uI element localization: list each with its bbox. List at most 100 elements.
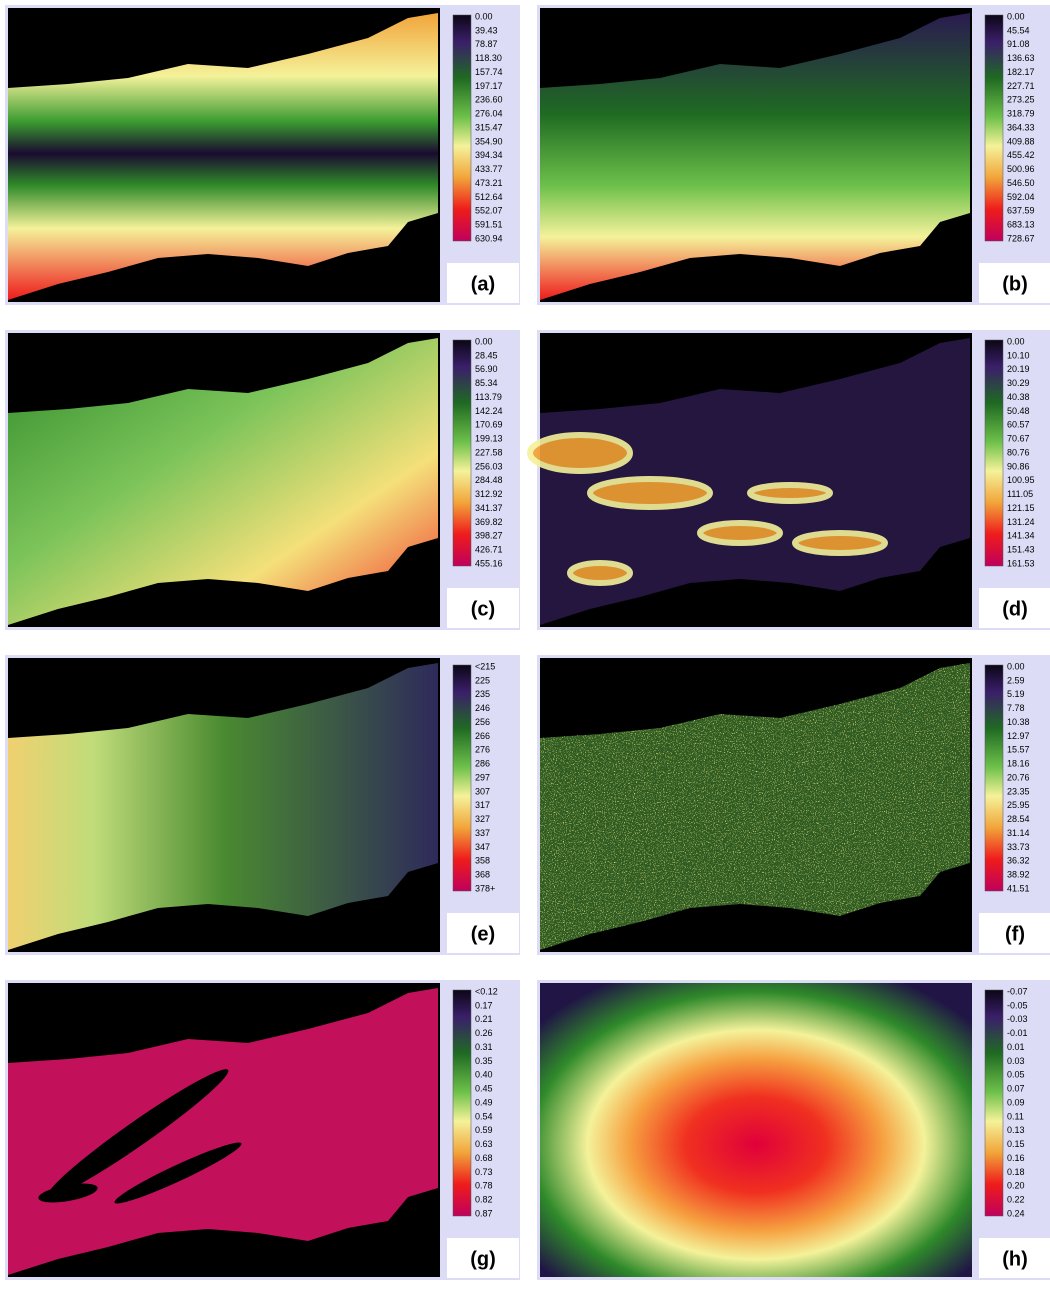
legend-label: 0.01 [1007, 1042, 1025, 1052]
legend-label: 286 [475, 759, 490, 769]
colorbar [453, 665, 471, 891]
legend-label: 0.16 [1007, 1153, 1025, 1163]
legend-label: 56.90 [475, 364, 498, 374]
legend-label: 227.71 [1007, 81, 1035, 91]
map-feature [570, 563, 630, 583]
legend-label: 10.10 [1007, 350, 1030, 360]
legend-label: 80.76 [1007, 447, 1030, 457]
legend-label: 500.96 [1007, 164, 1035, 174]
colorbar [985, 665, 1003, 891]
legend-label: 0.35 [475, 1056, 493, 1066]
legend-label: 78.87 [475, 39, 498, 49]
legend-label: 0.54 [475, 1111, 493, 1121]
legend-label: 473.21 [475, 178, 503, 188]
legend-label: 91.08 [1007, 39, 1030, 49]
legend-label: 637.59 [1007, 206, 1035, 216]
legend-label: 170.69 [475, 420, 503, 430]
map [8, 333, 440, 627]
legend-label: 0.21 [475, 1014, 493, 1024]
legend-label: 409.88 [1007, 136, 1035, 146]
map-surface [540, 983, 972, 1277]
legend-label: 15.57 [1007, 745, 1030, 755]
panel: <0.120.170.210.260.310.350.400.450.490.5… [5, 980, 520, 1280]
legend-label: 227.58 [475, 447, 503, 457]
legend-label: 398.27 [475, 531, 503, 541]
panel: 0.0010.1020.1930.2940.3850.4860.5770.678… [530, 330, 1050, 630]
legend-label: 38.92 [1007, 870, 1030, 880]
legend-label: 307 [475, 786, 490, 796]
legend-label: 354.90 [475, 136, 503, 146]
map-feature [700, 523, 780, 543]
legend-label: 25.95 [1007, 800, 1030, 810]
legend-label: 455.42 [1007, 150, 1035, 160]
legend-label: 0.73 [475, 1167, 493, 1177]
legend-label: 141.34 [1007, 531, 1035, 541]
legend-label: 728.67 [1007, 233, 1035, 243]
legend-label: 23.35 [1007, 786, 1030, 796]
panel-label: (b) [1002, 273, 1028, 295]
legend-label: 20.76 [1007, 772, 1030, 782]
colorbar [453, 990, 471, 1216]
legend-label: 0.40 [475, 1070, 493, 1080]
legend-label: 0.15 [1007, 1139, 1025, 1149]
legend-label: 100.95 [1007, 475, 1035, 485]
legend-label: 266 [475, 731, 490, 741]
panel: <215225235246256266276286297307317327337… [5, 655, 520, 955]
legend-label: 512.64 [475, 192, 503, 202]
legend-label: 31.14 [1007, 828, 1030, 838]
legend-label: 318.79 [1007, 109, 1035, 119]
legend-label: 368 [475, 870, 490, 880]
legend-label: 142.24 [475, 406, 503, 416]
legend-label: 0.13 [1007, 1125, 1025, 1135]
legend-label: 0.05 [1007, 1070, 1025, 1080]
legend-label: 0.82 [475, 1195, 493, 1205]
map [530, 333, 972, 627]
legend-label: 0.20 [1007, 1181, 1025, 1191]
legend-label: 364.33 [1007, 122, 1035, 132]
legend-label: 157.74 [475, 67, 503, 77]
legend-label: 0.63 [475, 1139, 493, 1149]
legend-label: <0.12 [475, 986, 498, 996]
legend-label: 591.51 [475, 220, 503, 230]
legend-label: 0.22 [1007, 1195, 1025, 1205]
legend-label: 297 [475, 772, 490, 782]
legend-label: 327 [475, 814, 490, 824]
legend-label: 592.04 [1007, 192, 1035, 202]
legend-label: 337 [475, 828, 490, 838]
legend-label: 40.38 [1007, 392, 1030, 402]
legend-label: 20.19 [1007, 364, 1030, 374]
legend-label: 235 [475, 689, 490, 699]
panel-label: (g) [470, 1248, 496, 1270]
legend-label: 630.94 [475, 233, 503, 243]
legend-label: 0.00 [475, 336, 493, 346]
legend-label: 369.82 [475, 517, 503, 527]
legend-label: 28.54 [1007, 814, 1030, 824]
map-feature [750, 485, 830, 501]
legend-label: 0.17 [475, 1000, 493, 1010]
legend-label: 0.09 [1007, 1097, 1025, 1107]
legend-label: 30.29 [1007, 378, 1030, 388]
legend-label: -0.07 [1007, 986, 1028, 996]
map-feature [590, 479, 710, 507]
legend-label: 199.13 [475, 434, 503, 444]
legend-label: 455.16 [475, 558, 503, 568]
legend-label: -0.03 [1007, 1014, 1028, 1024]
legend-label: 0.00 [475, 11, 493, 21]
legend-label: 225 [475, 675, 490, 685]
panel: 0.0045.5491.08136.63182.17227.71273.2531… [537, 5, 1050, 305]
panel-label: (a) [471, 273, 495, 295]
legend-label: 546.50 [1007, 178, 1035, 188]
colorbar [985, 990, 1003, 1216]
legend-label: 0.78 [475, 1181, 493, 1191]
legend-label: 341.37 [475, 503, 503, 513]
panel-label: (c) [471, 598, 495, 620]
legend-label: 0.49 [475, 1097, 493, 1107]
panel: 0.002.595.197.7810.3812.9715.5718.1620.7… [537, 655, 1050, 955]
map [8, 983, 440, 1277]
legend-label: -0.05 [1007, 1000, 1028, 1010]
legend-label: 0.03 [1007, 1056, 1025, 1066]
legend-label: 18.16 [1007, 759, 1030, 769]
legend-label: 256.03 [475, 461, 503, 471]
legend-label: 0.59 [475, 1125, 493, 1135]
legend-label: 12.97 [1007, 731, 1030, 741]
